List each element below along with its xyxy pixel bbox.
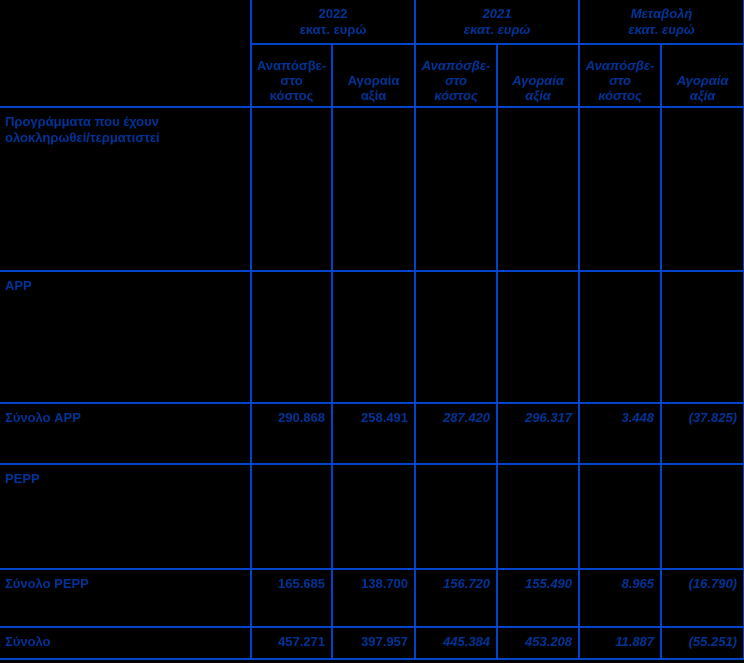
cell-value: (55.251)	[660, 626, 744, 660]
subheader-2021-amortised-cost: Αναπόσβε- στο κόστος	[414, 44, 499, 108]
cell-value: 156.720	[414, 568, 499, 628]
cell-value	[578, 270, 663, 404]
cell-value: 287.420	[414, 402, 499, 465]
cell-value: (16.790)	[660, 568, 744, 628]
cell-value	[414, 270, 499, 404]
cell-value: 457.271	[250, 626, 333, 660]
cell-value	[496, 463, 581, 570]
subheader-2022-amortised-cost: Αναπόσβε- στο κόστος	[250, 44, 333, 108]
cell-value	[660, 106, 744, 272]
cell-value	[578, 463, 663, 570]
cell-value	[250, 463, 333, 570]
row-label: APP	[0, 270, 252, 404]
subheader-change-market-value: Αγοραία αξία	[660, 44, 744, 108]
row-total: Σύνολο 457.271 397.957 445.384 453.208 1…	[0, 626, 744, 660]
subheader-change-amortised-cost: Αναπόσβε- στο κόστος	[578, 44, 663, 108]
cell-value	[330, 270, 417, 404]
row-label: Σύνολο	[0, 626, 252, 660]
cell-value: 296.317	[496, 402, 581, 465]
year-header-row: 2022 εκατ. ευρώ 2021 εκατ. ευρώ Μεταβολή…	[0, 0, 744, 108]
cell-value: 155.490	[496, 568, 581, 628]
cell-value: 165.685	[250, 568, 333, 628]
cell-value	[414, 106, 499, 272]
cell-value	[496, 270, 581, 404]
cell-value	[330, 106, 417, 272]
table-corner	[0, 0, 252, 108]
cell-value	[414, 463, 499, 570]
cell-value	[578, 106, 663, 272]
row-label: Προγράμματα που έχουν ολοκληρωθεί/τερματ…	[0, 106, 252, 272]
cell-value	[250, 270, 333, 404]
cell-value: 290.868	[250, 402, 333, 465]
row-label: Σύνολο APP	[0, 402, 252, 465]
cell-value: 138.700	[330, 568, 417, 628]
cell-value	[660, 270, 744, 404]
row-label: PEPP	[0, 463, 252, 570]
year-header-2021: 2021 εκατ. ευρώ	[414, 0, 581, 45]
cell-value: 8.965	[578, 568, 663, 628]
row-total-pepp: Σύνολο PEPP 165.685 138.700 156.720 155.…	[0, 568, 744, 628]
row-total-app: Σύνολο APP 290.868 258.491 287.420 296.3…	[0, 402, 744, 465]
cell-value: 3.448	[578, 402, 663, 465]
cell-value	[250, 106, 333, 272]
subheader-2022-market-value: Αγοραία αξία	[330, 44, 417, 108]
cell-value: 11.887	[578, 626, 663, 660]
cell-value: 258.491	[330, 402, 417, 465]
cell-value: 445.384	[414, 626, 499, 660]
year-header-change: Μεταβολή εκατ. ευρώ	[578, 0, 744, 45]
cell-value: (37.825)	[660, 402, 744, 465]
row-pepp: PEPP	[0, 463, 744, 570]
row-label: Σύνολο PEPP	[0, 568, 252, 628]
cell-value	[496, 106, 581, 272]
subheader-2021-market-value: Αγοραία αξία	[496, 44, 581, 108]
cell-value	[660, 463, 744, 570]
subheader-row: Αναπόσβε- στο κόστος Αγοραία αξία Αναπόσ…	[0, 44, 744, 108]
row-app: APP	[0, 270, 744, 404]
row-completed-programmes: Προγράμματα που έχουν ολοκληρωθεί/τερματ…	[0, 106, 744, 272]
cell-value: 453.208	[496, 626, 581, 660]
cell-value	[330, 463, 417, 570]
cell-value: 397.957	[330, 626, 417, 660]
year-header-2022: 2022 εκατ. ευρώ	[249, 0, 417, 45]
